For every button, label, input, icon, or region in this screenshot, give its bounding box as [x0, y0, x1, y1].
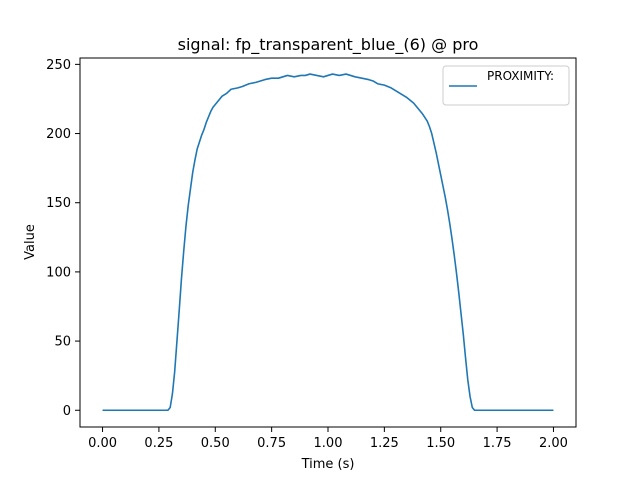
x-axis-ticks: 0.00 0.25 0.50 0.75 1.00 1.25 1.50 1.75 2.00	[88, 427, 568, 451]
series-line-proximity	[102, 73, 554, 412]
x-tick-label: 1.00	[314, 436, 343, 451]
x-axis-label: Time (s)	[301, 457, 355, 472]
x-tick-label: 1.25	[370, 436, 399, 451]
plot-area	[79, 57, 577, 428]
y-tick-label: 200	[46, 127, 71, 142]
y-tick-label: 100	[46, 265, 71, 280]
x-tick-label: 1.75	[483, 436, 512, 451]
axes-frame	[79, 57, 577, 428]
legend-box	[442, 65, 570, 106]
y-axis-ticks: 0 50 100 150 200 250	[46, 58, 80, 419]
x-tick-label: 0.75	[257, 436, 286, 451]
legend: PROXIMITY:	[442, 65, 570, 106]
x-tick-label: 2.00	[539, 436, 568, 451]
x-tick-label: 1.50	[426, 436, 455, 451]
y-tick-label: 250	[46, 58, 71, 73]
y-tick-label: 150	[46, 196, 71, 211]
x-tick-label: 0.25	[144, 436, 173, 451]
y-axis-label: Value	[23, 224, 38, 260]
y-tick-label: 0	[63, 404, 71, 419]
legend-label-proximity: PROXIMITY:	[487, 69, 554, 83]
x-tick-label: 0.00	[88, 436, 117, 451]
y-tick-label: 50	[54, 335, 71, 350]
x-tick-label: 0.50	[201, 436, 230, 451]
chart-title: signal: fp_transparent_blue_(6) @ pro	[178, 35, 479, 55]
